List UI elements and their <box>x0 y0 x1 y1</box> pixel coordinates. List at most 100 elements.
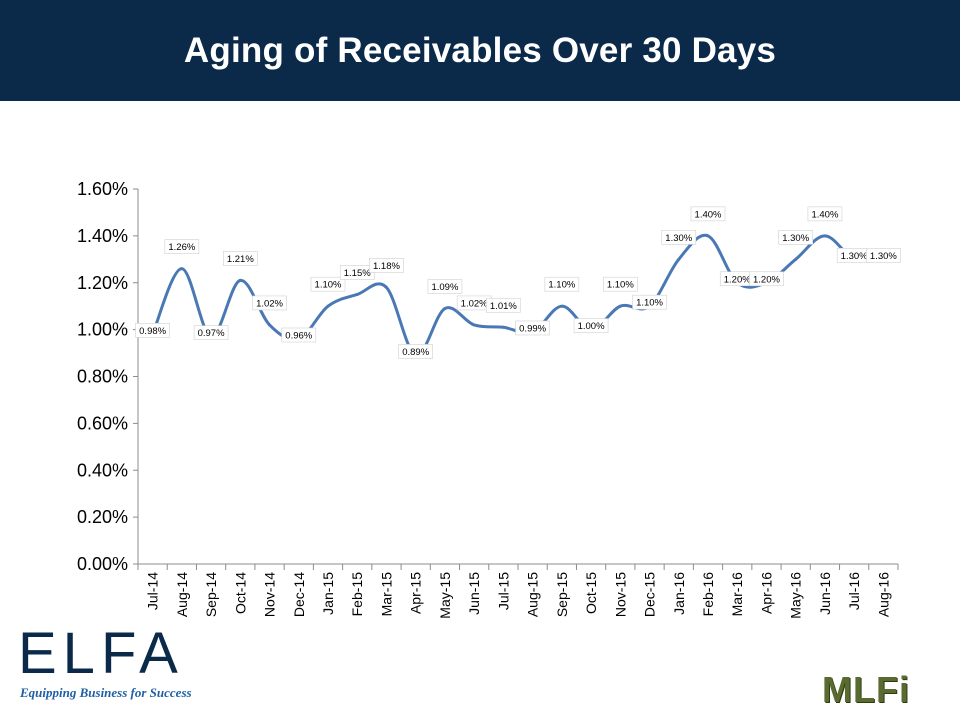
data-label: 1.10% <box>310 276 346 292</box>
x-tick-label: Apr-16 <box>758 572 774 614</box>
data-label: 0.99% <box>515 320 550 336</box>
x-tick-label: Jan-15 <box>320 572 336 615</box>
mlfi-logo: MLFi <box>822 669 910 710</box>
data-label-text: 1.02% <box>256 298 283 309</box>
data-label: 1.30% <box>836 248 872 263</box>
x-tick-label: Oct-15 <box>583 572 599 614</box>
data-label-box <box>369 258 404 273</box>
elfa-logo: ELFA Equipping Business for Success <box>18 625 218 705</box>
data-label: 1.02% <box>456 295 492 311</box>
x-tick-label: Feb-16 <box>700 572 716 617</box>
data-point <box>443 307 447 311</box>
data-point <box>268 323 272 327</box>
data-point <box>823 234 827 238</box>
data-label-box <box>281 327 317 343</box>
data-label-box <box>193 325 229 340</box>
data-label: 1.00% <box>573 318 609 333</box>
data-label-box <box>807 206 843 222</box>
data-label: 1.20% <box>719 271 755 287</box>
data-label: 1.02% <box>252 295 287 311</box>
data-label-box <box>515 320 550 336</box>
page-title: Aging of Receivables Over 30 Days <box>183 30 777 70</box>
data-label-box <box>866 248 901 263</box>
elfa-logo-text: ELFA <box>18 621 184 686</box>
data-point <box>180 267 184 271</box>
data-label: 1.09% <box>427 279 463 294</box>
data-label-box <box>310 276 346 292</box>
data-label: 1.10% <box>603 276 638 292</box>
data-label-text: 1.10% <box>548 280 575 291</box>
data-label-box <box>164 239 200 254</box>
data-label-text: 1.10% <box>315 280 342 291</box>
x-tick-label: Mar-16 <box>729 572 745 617</box>
data-label: 0.98% <box>135 323 170 338</box>
x-tick-label: Dec-15 <box>642 572 658 617</box>
y-tick-label: 1.40% <box>77 226 128 246</box>
data-label-box <box>573 318 609 333</box>
x-tick-label: Aug-16 <box>875 572 891 617</box>
data-label-text: 1.15% <box>344 268 371 279</box>
series-line <box>151 233 884 357</box>
data-point <box>794 257 798 261</box>
data-label-text: 1.40% <box>695 209 722 220</box>
x-tick-label: Jun-16 <box>817 572 833 615</box>
data-point <box>560 304 564 308</box>
x-tick-label: Jul-15 <box>495 572 511 610</box>
x-tick-label: Nov-14 <box>262 572 278 617</box>
data-label-text: 1.09% <box>431 282 458 293</box>
x-tick-label: Jul-14 <box>145 572 161 610</box>
y-tick-label: 0.00% <box>77 554 128 574</box>
data-label-text: 1.10% <box>607 280 634 291</box>
data-label: 1.40% <box>807 206 843 222</box>
x-tick-label: Apr-15 <box>408 572 424 614</box>
data-label-text: 0.98% <box>139 326 166 337</box>
x-tick-label: Jun-15 <box>466 572 482 615</box>
data-label-text: 1.40% <box>811 209 838 220</box>
data-label: 1.10% <box>632 294 667 310</box>
data-label: 0.97% <box>193 325 229 340</box>
x-tick-label: Jul-16 <box>846 572 862 610</box>
data-label-box <box>398 344 433 359</box>
data-label: 1.20% <box>749 271 784 287</box>
data-label-box <box>749 271 784 287</box>
data-label: 1.21% <box>223 251 258 266</box>
data-label: 1.26% <box>164 239 200 254</box>
data-label: 1.30% <box>661 230 697 245</box>
x-tick-label: Aug-15 <box>525 572 541 617</box>
y-tick-label: 1.20% <box>77 273 128 293</box>
data-label: 0.96% <box>281 327 317 343</box>
data-label-box <box>427 279 463 294</box>
data-label: 0.89% <box>398 344 433 359</box>
data-label-text: 1.01% <box>490 301 517 312</box>
y-tick-label: 1.60% <box>77 179 128 199</box>
data-label-text: 1.26% <box>168 242 195 253</box>
data-label: 1.30% <box>778 230 813 245</box>
data-label-box <box>632 294 667 310</box>
data-point <box>238 278 242 282</box>
data-label-box <box>690 206 726 222</box>
data-label: 1.10% <box>544 276 580 292</box>
data-label-text: 1.30% <box>870 251 897 262</box>
data-label: 1.01% <box>486 297 521 313</box>
elfa-tagline: Equipping Business for Success <box>20 685 192 700</box>
data-label-box <box>486 297 521 313</box>
x-tick-label: Sep-15 <box>554 572 570 617</box>
x-tick-label: Dec-14 <box>291 572 307 617</box>
data-label-box <box>544 276 580 292</box>
data-label-text: 0.97% <box>198 328 225 339</box>
x-tick-label: May-16 <box>788 572 804 619</box>
data-label: 1.18% <box>369 258 404 273</box>
x-tick-label: Mar-15 <box>378 572 394 617</box>
data-label: 1.30% <box>866 248 901 263</box>
y-tick-label: 0.60% <box>77 413 128 433</box>
data-label-box <box>223 251 258 266</box>
data-point <box>326 304 330 308</box>
data-point <box>706 234 710 238</box>
data-label-text: 0.99% <box>519 323 546 334</box>
data-point <box>384 285 388 289</box>
data-point <box>618 304 622 308</box>
data-label: 1.40% <box>690 206 726 222</box>
data-label-text: 1.00% <box>578 321 605 332</box>
data-point <box>677 257 681 261</box>
